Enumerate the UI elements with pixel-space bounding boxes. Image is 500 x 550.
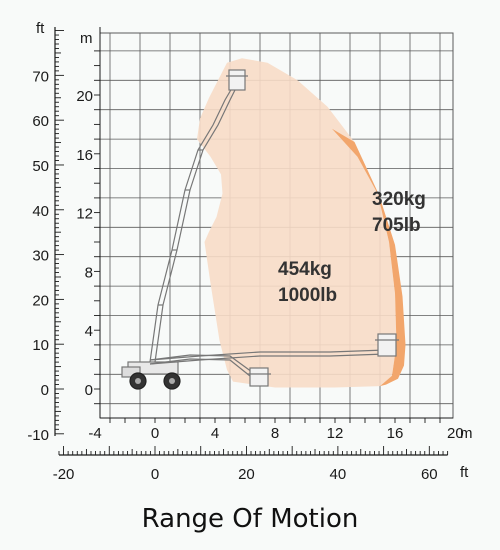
meters-x-tick-label: -4	[88, 425, 101, 442]
meters-x-tick-label: 0	[151, 425, 159, 442]
vertical-boom	[149, 69, 248, 363]
meters-x-tick-label: 16	[387, 425, 404, 442]
horizontal-boom	[149, 333, 399, 365]
meters-x-tick-label: 12	[327, 425, 344, 442]
range-of-motion-diagram: -10 0 10 20 30 40 50 60 70 0 4 8 12 16 20 -4 0 4 8 12 16 20 -2…	[27, 20, 473, 483]
outer-load-kg: 320kg	[372, 189, 426, 210]
unit-label-m-top: m	[80, 30, 93, 47]
feet-y-tick-label: 70	[32, 68, 49, 85]
meters-x-tick-label: 8	[271, 425, 279, 442]
meters-y-tick-label: 16	[76, 147, 93, 164]
feet-y-tick-label: 0	[41, 382, 49, 399]
inner-load-kg: 454kg	[278, 259, 332, 280]
feet-y-tick-label: 40	[32, 203, 49, 220]
meters-y-tick-label: 12	[76, 206, 93, 223]
outer-load-envelope	[332, 128, 406, 387]
unit-label-ft-top: ft	[36, 20, 45, 37]
diagram-title: Range Of Motion	[141, 504, 359, 534]
meters-x-tick-label: 4	[211, 425, 219, 442]
feet-x-tick-label: 40	[330, 466, 347, 483]
feet-y-tick-label: 20	[32, 292, 49, 309]
feet-y-tick-label: 30	[32, 248, 49, 265]
unit-label-ft-bottom: ft	[460, 464, 469, 481]
meters-y-tick-label: 20	[76, 88, 93, 105]
axes: -10 0 10 20 30 40 50 60 70 0 4 8 12 16 20 -4 0 4 8 12 16 20 -2…	[27, 27, 464, 483]
feet-y-tick-label: 50	[32, 158, 49, 175]
feet-x-tick-label: 20	[238, 466, 255, 483]
boom-lift-illustration	[121, 69, 399, 390]
meters-x-tick-label: 20	[447, 425, 464, 442]
meters-y-tick-label: 0	[85, 382, 93, 399]
meters-y-tick-label: 4	[85, 323, 93, 340]
feet-y-tick-label: -10	[27, 427, 49, 444]
feet-x-tick-label: -20	[53, 466, 75, 483]
lowered-boom	[149, 354, 271, 387]
feet-y-tick-label: 10	[32, 337, 49, 354]
outer-load-lb: 705lb	[372, 215, 421, 236]
unit-label-m-bottom: m	[460, 425, 473, 442]
feet-x-tick-label: 0	[151, 466, 159, 483]
chassis	[121, 361, 181, 390]
feet-x-tick-label: 60	[421, 466, 438, 483]
inner-load-lb: 1000lb	[278, 285, 337, 306]
meters-y-tick-label: 8	[85, 264, 93, 281]
feet-y-tick-label: 60	[32, 113, 49, 130]
